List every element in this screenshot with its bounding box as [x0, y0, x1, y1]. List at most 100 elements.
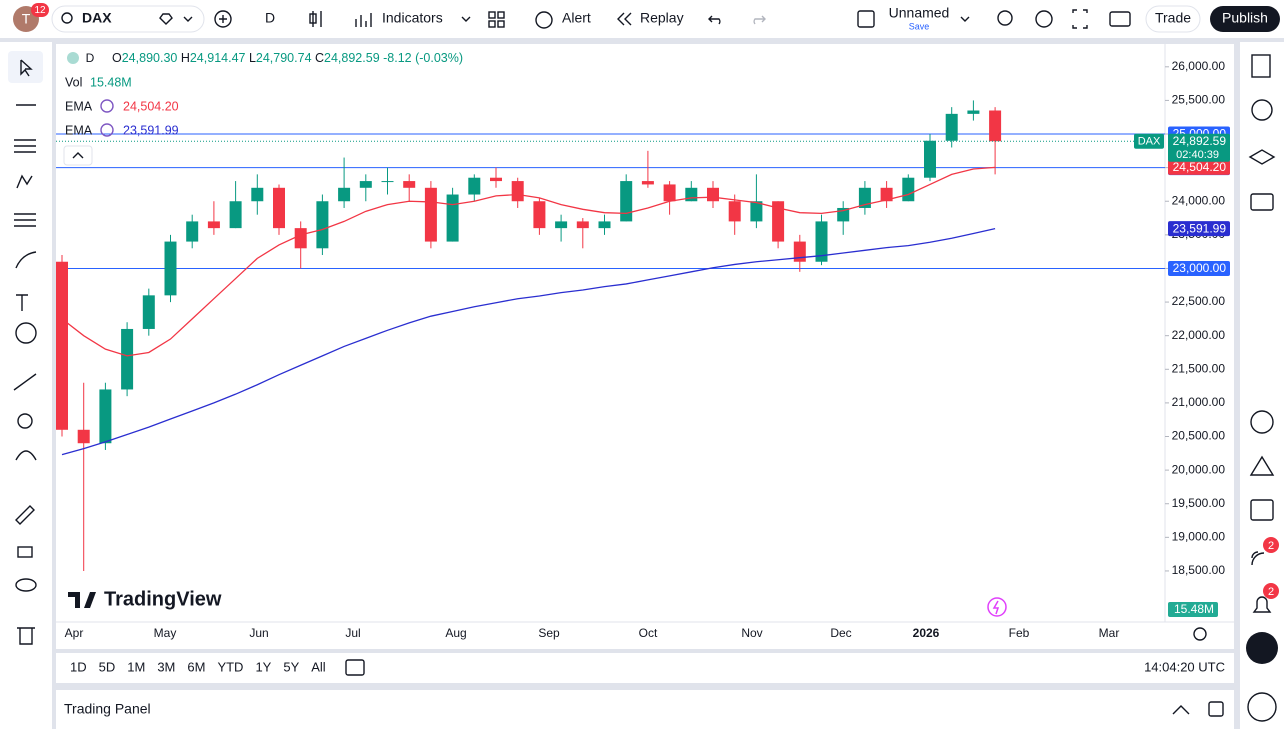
- candle-body: [620, 181, 633, 222]
- candle-body: [902, 177, 915, 202]
- badge-count: 2: [1268, 540, 1274, 552]
- trade: Trade: [1155, 10, 1191, 26]
- candle-body: [446, 194, 459, 242]
- collapse-legend[interactable]: [63, 145, 93, 166]
- fullscreen[interactable]: [1072, 9, 1088, 29]
- dropdown-icon[interactable]: [461, 16, 471, 22]
- indicators[interactable]: Indicators: [382, 10, 443, 26]
- layout-name[interactable]: Unnamed: [889, 5, 950, 21]
- watermark: TradingView: [104, 588, 222, 610]
- calendar[interactable]: [1250, 499, 1274, 521]
- replay[interactable]: Replay: [640, 10, 684, 26]
- templates-icon: [488, 20, 496, 28]
- x-tick-label: Mar: [1099, 626, 1120, 640]
- ema-line: [61, 228, 996, 456]
- alerts-panel[interactable]: [1251, 99, 1273, 121]
- help[interactable]: [1247, 692, 1277, 722]
- indicators-icon[interactable]: [355, 13, 372, 27]
- label: O: [112, 51, 122, 65]
- date-range[interactable]: [345, 659, 365, 676]
- timeframe[interactable]: 1Y: [255, 659, 271, 674]
- emoji-tool[interactable]: [15, 322, 37, 344]
- indicator-icon[interactable]: [100, 123, 114, 137]
- symbol-search[interactable]: [51, 5, 205, 33]
- layout-icon[interactable]: [857, 10, 875, 28]
- quick-search[interactable]: [997, 10, 1013, 26]
- lightning[interactable]: [987, 597, 1007, 617]
- add-symbol[interactable]: [214, 10, 232, 28]
- layout-status: Save: [909, 21, 930, 31]
- timeframe[interactable]: 3M: [157, 659, 175, 674]
- candle-body: [186, 221, 199, 242]
- timeframe[interactable]: 5D: [99, 659, 116, 674]
- candle-body: [641, 181, 654, 185]
- settings[interactable]: [1035, 10, 1053, 28]
- x-tick-label: Feb: [1009, 626, 1030, 640]
- publish-button[interactable]: [1210, 6, 1280, 32]
- trading-panel-title[interactable]: Trading Panel: [64, 701, 151, 717]
- axis-settings[interactable]: [1193, 627, 1207, 641]
- maximize-panel[interactable]: [1208, 701, 1224, 717]
- x-tick-label: Dec: [830, 626, 851, 640]
- timeframe[interactable]: YTD: [217, 659, 243, 674]
- layers[interactable]: [1248, 149, 1276, 165]
- redo[interactable]: [753, 15, 766, 25]
- cursor-tool[interactable]: [8, 51, 43, 83]
- ema-badge-label: 23,591.99: [1173, 221, 1227, 235]
- candle-body: [251, 187, 264, 202]
- label: L: [249, 51, 256, 65]
- apps[interactable]: [1246, 632, 1278, 664]
- watchlist[interactable]: [1251, 54, 1271, 78]
- ema-badge-label: 24,504.20: [1173, 160, 1227, 174]
- y-tick-label: 22,500.00: [1172, 294, 1226, 308]
- pine[interactable]: [1249, 455, 1275, 476]
- price-axis: 26,000.0025,500.0025,000.0024,500.0024,0…: [1134, 59, 1230, 617]
- snapshot[interactable]: [1109, 11, 1131, 27]
- timeframe[interactable]: 6M: [187, 659, 205, 674]
- timeframe[interactable]: 1M: [127, 659, 145, 674]
- drawing-tools[interactable]: [13, 104, 37, 461]
- candle-body: [56, 261, 68, 430]
- trade-button[interactable]: [1145, 5, 1201, 33]
- compare-icon[interactable]: [159, 13, 173, 25]
- expand-panel[interactable]: [1172, 705, 1190, 715]
- label: H: [181, 51, 190, 65]
- undo[interactable]: [708, 15, 721, 25]
- candle-body: [989, 110, 1002, 142]
- candle-body: [598, 221, 611, 229]
- indicator-icon[interactable]: [100, 99, 114, 113]
- dropdown-icon[interactable]: [960, 16, 970, 22]
- alert[interactable]: Alert: [562, 10, 591, 26]
- zoom-tool[interactable]: [17, 413, 33, 429]
- chat[interactable]: [1250, 193, 1274, 211]
- candle-body: [815, 221, 828, 262]
- streams[interactable]: [1251, 551, 1265, 566]
- ema-badge: [1168, 159, 1230, 175]
- timeframe[interactable]: 1D: [70, 659, 87, 674]
- candle-body: [359, 181, 372, 188]
- candle-body: [424, 187, 437, 242]
- timeframe[interactable]: 5Y: [283, 659, 299, 674]
- ideas[interactable]: [1250, 410, 1274, 434]
- candle-body: [273, 187, 285, 229]
- alert-icon[interactable]: [535, 11, 553, 29]
- y-tick-label: 18,500.00: [1172, 563, 1226, 577]
- y-tick-label: 24,000.00: [1172, 193, 1226, 207]
- visibility-tool[interactable]: [15, 578, 37, 592]
- candle-body: [142, 295, 155, 329]
- notifications[interactable]: [1252, 596, 1272, 613]
- dropdown-icon[interactable]: [183, 16, 193, 22]
- volume-badge-label: 15.48M: [1174, 602, 1214, 616]
- interval[interactable]: D: [265, 10, 275, 26]
- replay-icon[interactable]: [617, 12, 632, 26]
- clock[interactable]: 14:04:20 UTC: [1144, 659, 1225, 674]
- lock-tool[interactable]: [17, 546, 33, 558]
- delete-tool[interactable]: [17, 627, 35, 645]
- x-tick-label: Aug: [445, 626, 466, 640]
- x-tick-label: May: [154, 626, 177, 640]
- eraser-tool[interactable]: [15, 505, 35, 525]
- candle-body: [77, 429, 90, 444]
- timeframe[interactable]: All: [311, 659, 326, 674]
- level-badge: [1168, 260, 1230, 276]
- templates-icon[interactable]: [488, 11, 496, 19]
